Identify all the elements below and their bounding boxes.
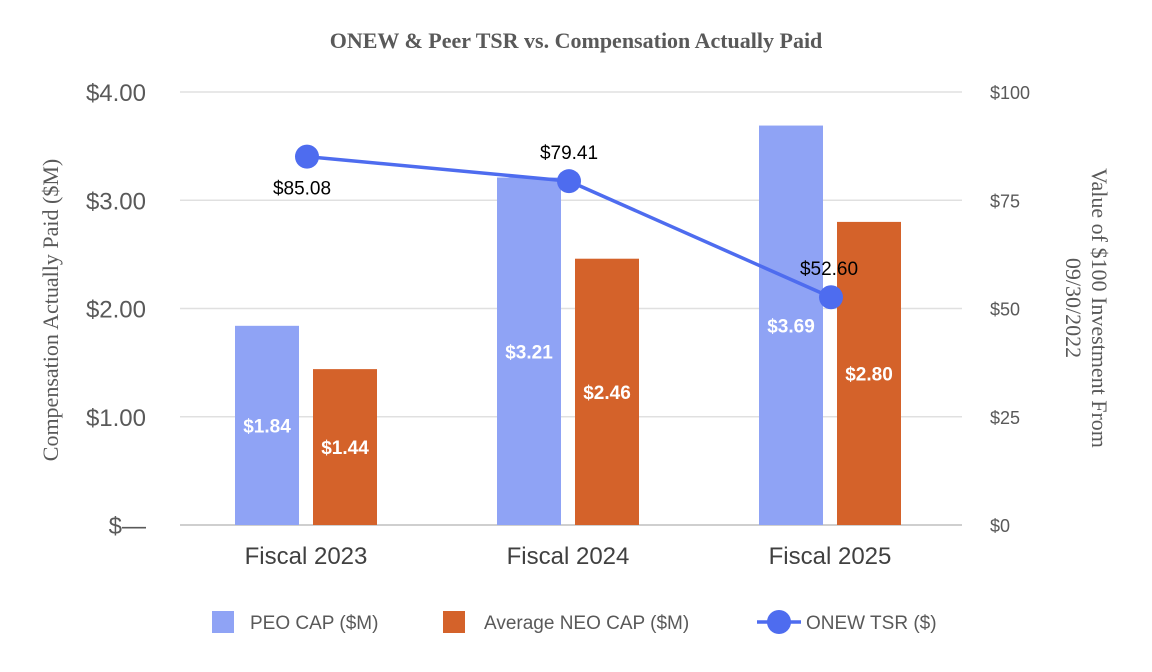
bar-data-label: $1.44	[321, 438, 369, 459]
right-tick-label: $25	[990, 408, 1020, 428]
tsr-line-series: $85.08 $79.41 $52.60	[273, 143, 858, 310]
left-tick-label: $4.00	[86, 80, 146, 107]
gridlines	[180, 91, 962, 526]
legend: PEO CAP ($M) Average NEO CAP ($M) ONEW TSR…	[212, 610, 937, 634]
right-tick-label: $50	[990, 300, 1020, 320]
right-tick-label: $0	[990, 516, 1010, 536]
left-axis-title: Compensation Actually Paid ($M)	[38, 159, 63, 461]
tsr-point	[295, 144, 319, 169]
bar-data-label: $1.84	[243, 416, 291, 437]
left-axis-ticks: $— $1.00 $2.00 $3.00 $4.00	[86, 80, 146, 540]
bar-neo-1	[313, 369, 377, 525]
bar-data-label: $2.46	[583, 383, 631, 404]
category-label: Fiscal 2025	[769, 543, 892, 570]
legend-label-neo: Average NEO CAP ($M)	[484, 613, 689, 634]
left-tick-label: $—	[109, 513, 146, 540]
bar-data-label: $3.21	[505, 342, 553, 363]
tsr-point	[557, 169, 581, 194]
right-axis-title-line1: Value of $100 Investment From	[1087, 168, 1112, 448]
right-axis-title-line2: 09/30/2022	[1061, 258, 1086, 358]
bar-neo-2	[575, 258, 639, 525]
legend-label-peo: PEO CAP ($M)	[250, 613, 378, 634]
right-axis-ticks: $0 $25 $50 $75 $100	[990, 83, 1030, 536]
legend-swatch-neo	[443, 611, 465, 633]
right-tick-label: $100	[990, 83, 1030, 103]
bar-data-label: $2.80	[845, 364, 893, 385]
bars: $1.84 $3.21 $3.69 $1.44 $2.46 $2.80	[235, 125, 901, 526]
right-tick-label: $75	[990, 191, 1020, 211]
bar-data-label: $3.69	[767, 316, 815, 337]
tsr-point	[819, 285, 843, 310]
bar-peo-2	[497, 177, 561, 525]
category-labels: Fiscal 2023 Fiscal 2024 Fiscal 2025	[245, 543, 892, 570]
category-label: Fiscal 2023	[245, 543, 368, 570]
tsr-data-label: $52.60	[800, 259, 858, 280]
bar-neo-3	[837, 221, 901, 525]
legend-label-tsr: ONEW TSR ($)	[806, 613, 937, 634]
left-tick-label: $2.00	[86, 297, 146, 324]
tsr-data-label: $85.08	[273, 179, 331, 200]
left-tick-label: $1.00	[86, 405, 146, 432]
left-tick-label: $3.00	[86, 188, 146, 215]
legend-swatch-peo	[212, 611, 234, 633]
tsr-data-label: $79.41	[540, 143, 598, 164]
bar-peo-1	[235, 325, 299, 525]
legend-marker-tsr	[767, 610, 791, 634]
chart-title: ONEW & Peer TSR vs. Compensation Actuall…	[330, 28, 823, 53]
bar-peo-3	[759, 125, 823, 526]
category-label: Fiscal 2024	[507, 543, 630, 570]
